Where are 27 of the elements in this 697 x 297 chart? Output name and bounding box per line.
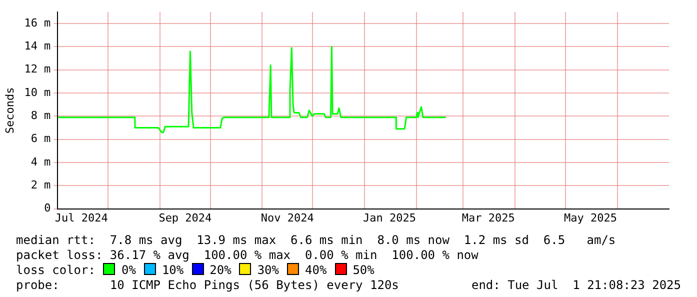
legend-title: loss color: [16,263,96,277]
x-tick-label: Sep 2024 [158,211,212,224]
legend-label: 50% [352,263,374,277]
y-tick-label: 10 m [24,86,52,99]
x-tick-label: May 2025 [564,211,617,224]
y-tick-label: 6 m [30,132,52,146]
y-tick-label: 14 m [24,40,52,53]
legend-label: 0% [121,263,136,277]
y-tick-label: 12 m [24,62,52,76]
x-tick-label: Mar 2025 [462,211,515,224]
y-tick-label: 8 m [30,109,52,122]
text: end: Tue Jul 1 21:08:23 2025 [471,278,681,293]
y-axis-title: Seconds [3,87,16,134]
x-tick-label: Jan 2025 [363,211,416,224]
x-tick-label: Jul 2024 [54,211,108,224]
legend-label: 30% [257,263,279,277]
y-tick-label: 4 m [30,155,52,168]
legend-label: 20% [210,263,232,277]
y-tick-label: 16 m [24,16,52,30]
text: probe: 10 ICMP Echo Pings (56 Bytes) every 120s [16,278,399,293]
text: packet loss: 36.17 % avg 100.00 % max 0.00 % min 100.00 % now [16,248,478,263]
legend-label: 40% [305,263,327,277]
y-tick-label: 0 [44,202,51,215]
y-tick-label: 2 m [30,178,52,192]
text: median rtt: 7.8 ms avg 13.9 ms max 6.6 ms min 8.0 ms now 1.2 ms sd 6.5 am/s [16,233,616,248]
x-tick-label: Nov 2024 [260,211,314,224]
legend-label: 10% [162,263,184,277]
